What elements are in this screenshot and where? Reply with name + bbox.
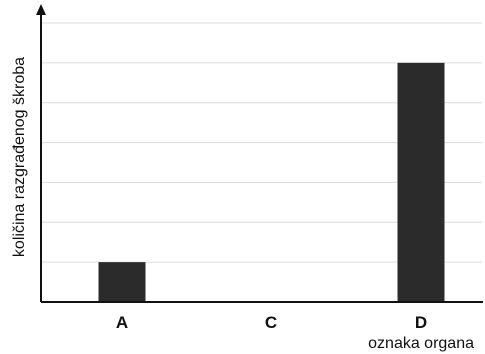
y-axis-arrowhead [36, 4, 46, 15]
gridlines [41, 22, 482, 263]
x-tick-label-d: D [415, 313, 427, 332]
y-axis-title: količina razgrađenog škroba [11, 57, 28, 257]
x-tick-label-a: A [116, 313, 128, 332]
bars [98, 62, 445, 302]
x-tick-label-c: C [265, 313, 277, 332]
x-axis-title: oznaka organa [368, 335, 474, 352]
bar-d [397, 62, 445, 302]
bar-a [98, 262, 146, 302]
